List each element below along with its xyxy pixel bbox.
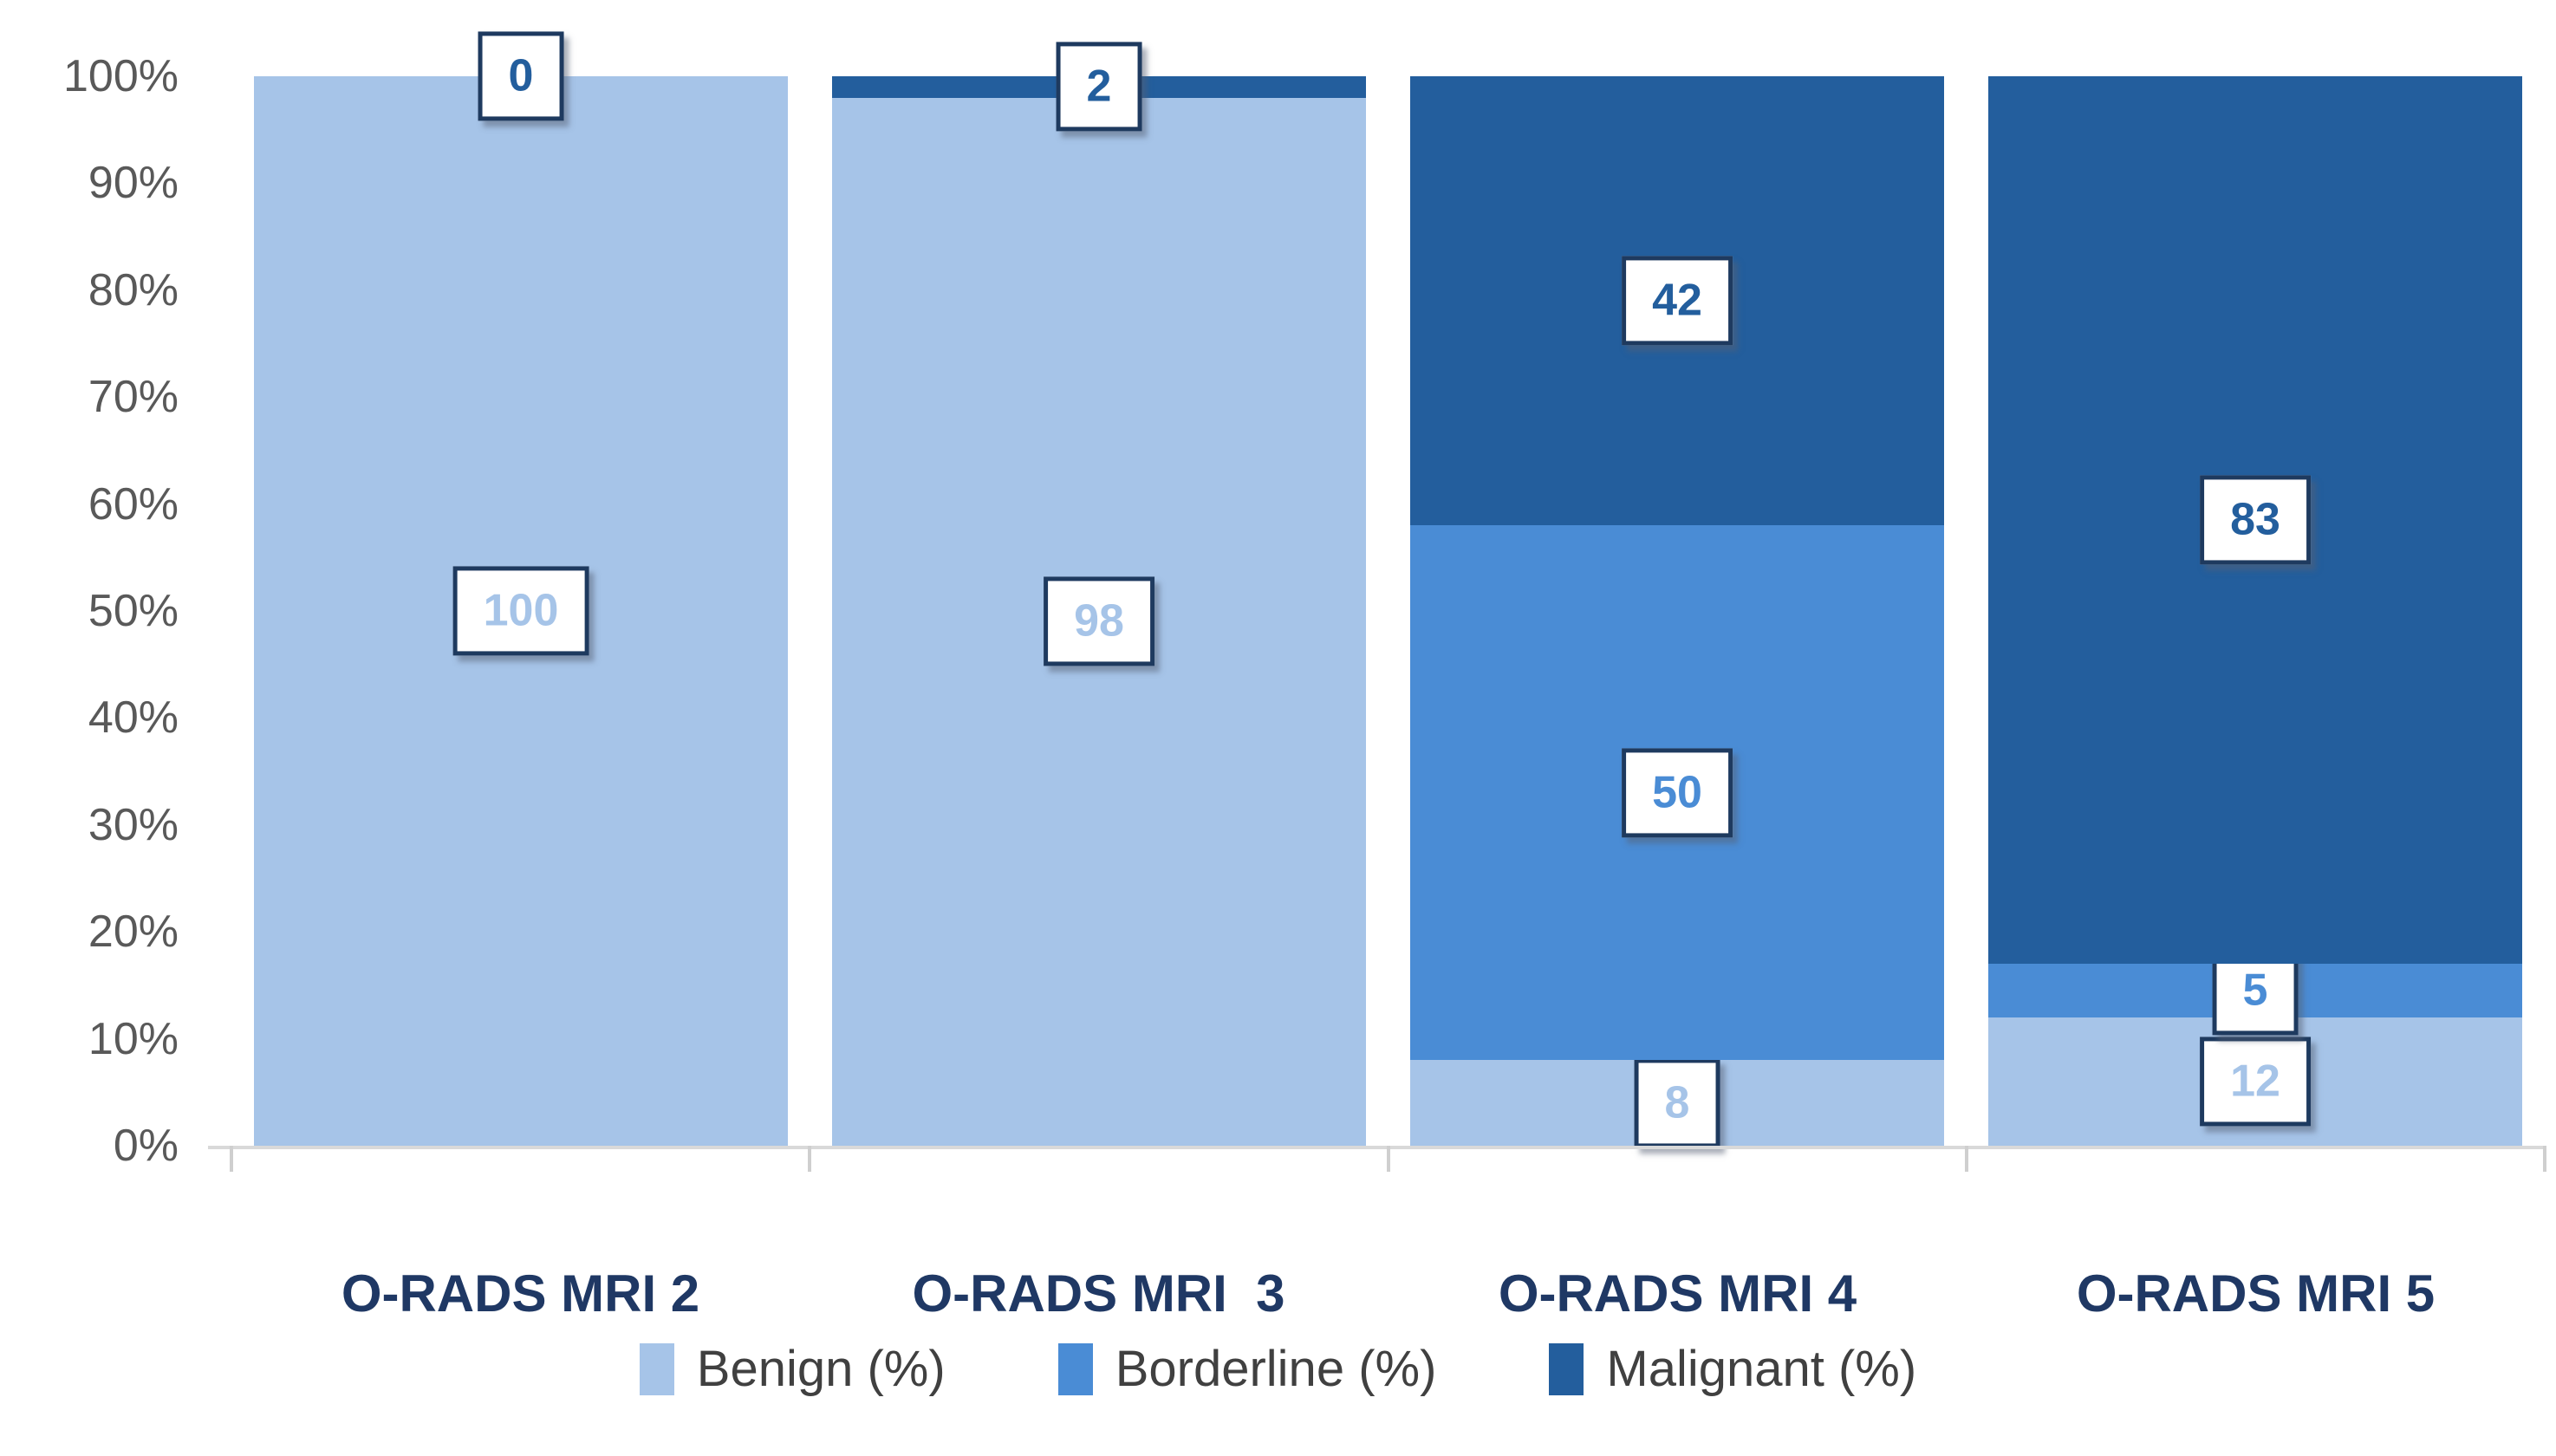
x-axis-tick <box>2543 1146 2546 1172</box>
category-label: O-RADS MRI 5 <box>2076 1264 2436 1323</box>
x-axis-tick <box>1387 1146 1390 1172</box>
legend-swatch-icon <box>639 1343 674 1395</box>
legend-swatch-icon <box>1549 1343 1584 1395</box>
legend-item: Malignant (%) <box>1549 1339 1916 1400</box>
y-axis-label: 90% <box>88 158 179 209</box>
data-label: 98 <box>1044 576 1154 666</box>
x-axis-line <box>208 1146 2545 1149</box>
legend-label: Malignant (%) <box>1606 1341 1917 1397</box>
data-label: 8 <box>1634 1058 1720 1148</box>
x-axis-tick <box>808 1146 811 1172</box>
y-axis-label: 10% <box>88 1013 179 1064</box>
category-label: O-RADS MRI 2 <box>341 1264 700 1323</box>
legend-label: Borderline (%) <box>1115 1341 1437 1397</box>
data-label: 100 <box>452 566 589 656</box>
y-axis-label: 40% <box>88 692 179 744</box>
legend-item: Benign (%) <box>639 1339 946 1400</box>
data-label: 42 <box>1622 256 1733 346</box>
y-axis-label: 70% <box>88 372 179 423</box>
category-label: O-RADS MRI 3 <box>912 1264 1285 1323</box>
data-label: 83 <box>2200 475 2311 565</box>
data-label: 50 <box>1622 748 1733 838</box>
y-axis-label: 60% <box>88 478 179 530</box>
x-axis-tick <box>1965 1146 1968 1172</box>
y-axis-label: 80% <box>88 264 179 315</box>
y-axis-label: 0% <box>113 1121 179 1171</box>
data-label: 12 <box>2200 1037 2311 1127</box>
y-axis-label: 20% <box>88 907 179 958</box>
y-axis-label: 50% <box>88 586 179 636</box>
legend-item: Borderline (%) <box>1057 1339 1437 1400</box>
legend: Benign (%) Borderline (%) Malignant (%) <box>0 1339 2556 1400</box>
data-label: 2 <box>1056 42 1142 132</box>
x-axis-tick <box>230 1146 233 1172</box>
legend-swatch-icon <box>1057 1343 1093 1395</box>
data-label: 0 <box>478 31 564 121</box>
y-axis-label: 100% <box>63 51 179 101</box>
legend-label: Benign (%) <box>696 1341 946 1397</box>
category-label: O-RADS MRI 4 <box>1498 1264 1857 1323</box>
y-axis-label: 30% <box>88 799 179 850</box>
